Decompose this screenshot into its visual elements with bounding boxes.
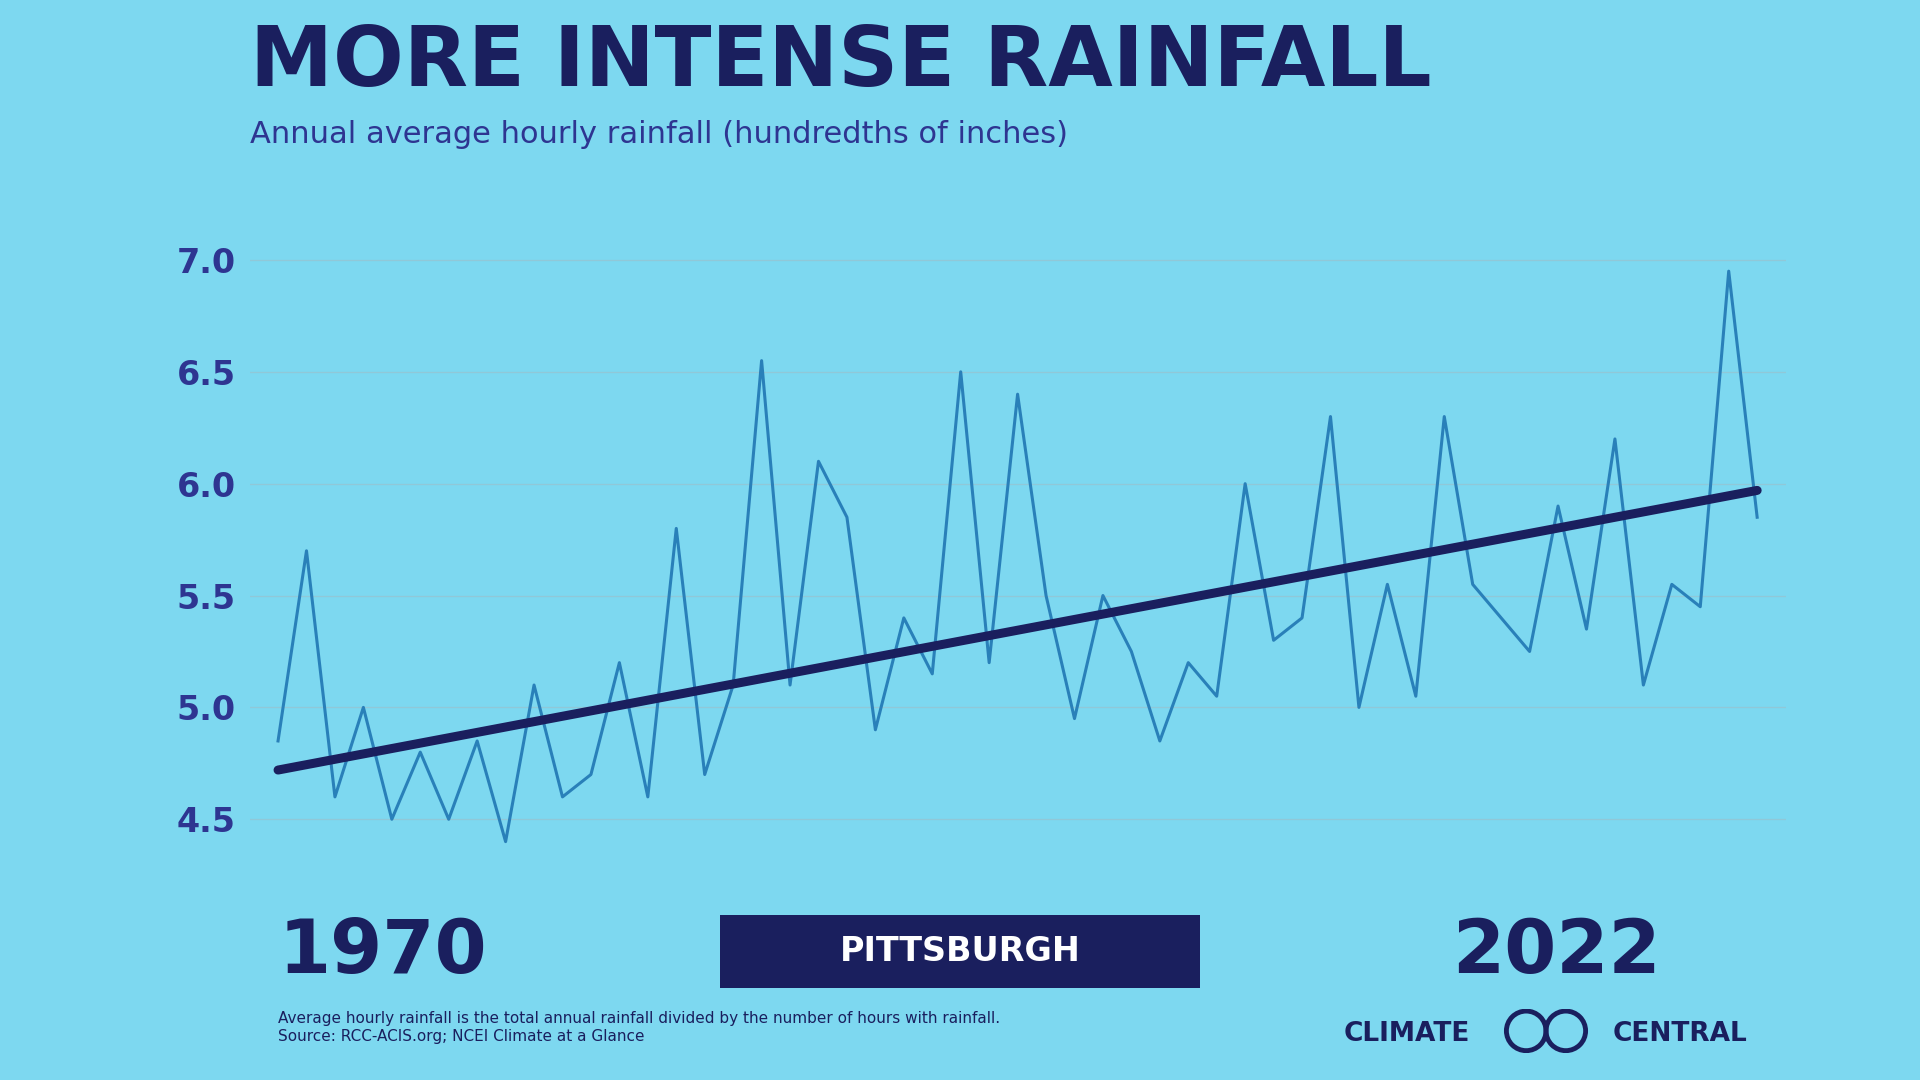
Text: CLIMATE: CLIMATE <box>1344 1021 1471 1047</box>
Text: Source: RCC-ACIS.org; NCEI Climate at a Glance: Source: RCC-ACIS.org; NCEI Climate at a … <box>278 1029 645 1044</box>
Text: 1970: 1970 <box>278 916 488 989</box>
Text: 2022: 2022 <box>1452 916 1661 989</box>
Text: CENTRAL: CENTRAL <box>1613 1021 1747 1047</box>
Text: MORE INTENSE RAINFALL: MORE INTENSE RAINFALL <box>250 22 1430 103</box>
Text: Average hourly rainfall is the total annual rainfall divided by the number of ho: Average hourly rainfall is the total ann… <box>278 1011 1000 1026</box>
Text: Annual average hourly rainfall (hundredths of inches): Annual average hourly rainfall (hundredt… <box>250 120 1068 149</box>
Text: PITTSBURGH: PITTSBURGH <box>839 935 1081 968</box>
